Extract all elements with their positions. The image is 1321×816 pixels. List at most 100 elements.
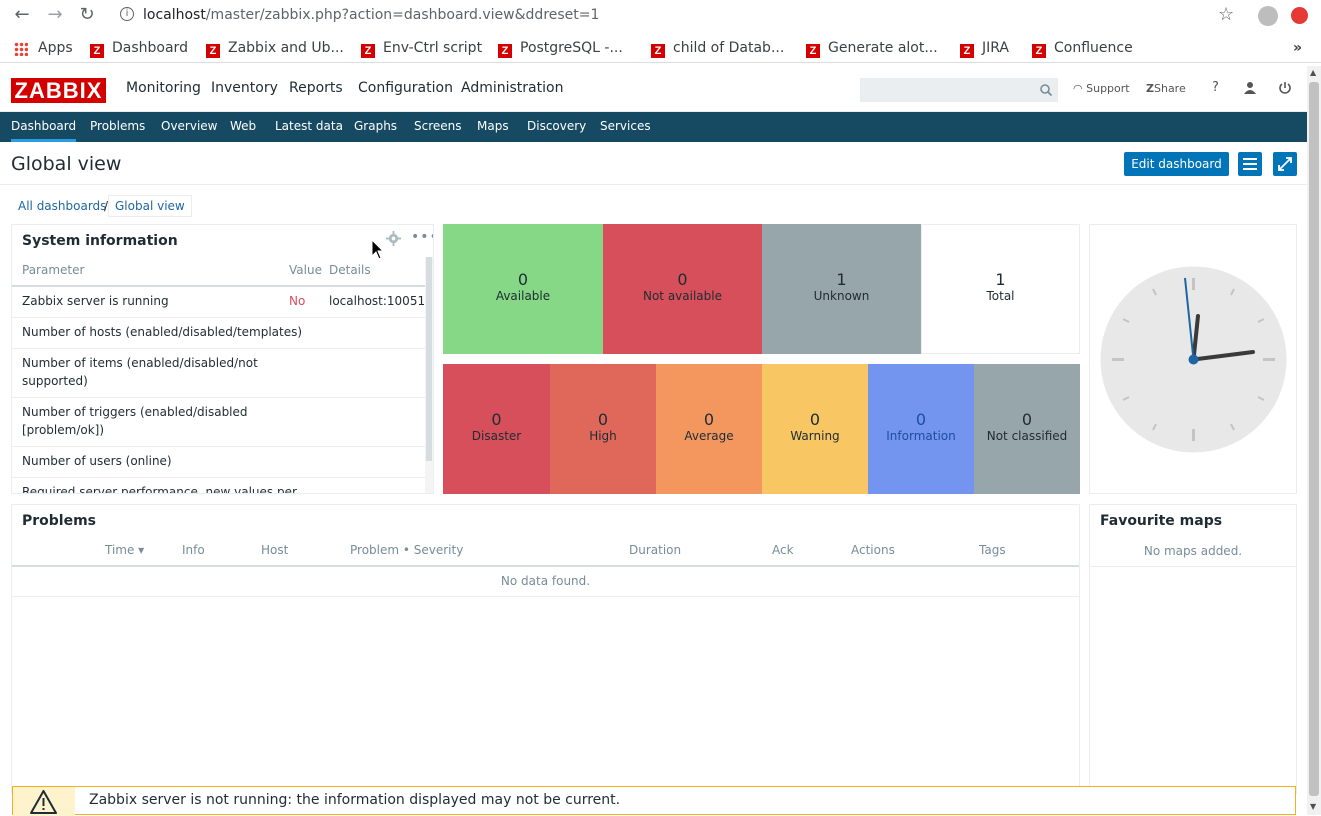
severity-average-tile[interactable]: 0 Average [656, 364, 762, 494]
hosts-not-available-tile[interactable]: 0 Not available [603, 224, 762, 354]
subnav-problems[interactable]: Problems [90, 119, 146, 133]
bookmark-star-icon[interactable]: ☆ [1218, 4, 1235, 25]
row-divider [12, 477, 425, 478]
address-bar[interactable]: localhost/master/zabbix.php?action=dashb… [143, 2, 1273, 28]
breadcrumb-global-view[interactable]: Global view [108, 195, 192, 217]
bookmark-jira[interactable]: Z JIRA [960, 38, 1009, 58]
table-cell: Zabbix server is running [22, 294, 169, 308]
bookmark-env-ctrl[interactable]: Z Env-Ctrl script [361, 38, 482, 58]
bookmark-generate-alot[interactable]: Z Generate alot... [806, 38, 938, 58]
hosts-available-tile[interactable]: 0 Available [443, 224, 603, 354]
bookmark-confluence[interactable]: Z Confluence [1032, 38, 1133, 58]
user-profile-icon[interactable] [1243, 81, 1257, 95]
subnav-graphs[interactable]: Graphs [354, 119, 398, 133]
bookmark-postgresql[interactable]: Z PostgreSQL -... [498, 38, 623, 58]
search-input[interactable] [860, 78, 1058, 102]
row-divider [12, 397, 425, 398]
fullscreen-button[interactable] [1273, 152, 1297, 176]
widget-title: Problems [22, 513, 97, 529]
expand-icon [1278, 157, 1292, 171]
subnav-latest-data[interactable]: Latest data [275, 119, 343, 133]
url-path: /master/zabbix.php?action=dashboard.view… [205, 7, 600, 23]
bookmark-label: Zabbix and Ub... [228, 40, 344, 56]
hosts-unknown-tile[interactable]: 1 Unknown [762, 224, 921, 354]
bookmark-zabbix-ubuntu[interactable]: Z Zabbix and Ub... [206, 38, 344, 58]
share-link[interactable]: ZShare [1146, 82, 1186, 95]
subnav-overview[interactable]: Overview [161, 119, 218, 133]
severity-high-count: 0 [597, 410, 609, 429]
severity-average-count: 0 [703, 410, 715, 429]
more-options-icon[interactable]: ••• [411, 229, 433, 245]
info-icon[interactable]: i [120, 7, 134, 21]
breadcrumb-all-dashboards[interactable]: All dashboards [18, 199, 107, 213]
severity-information-tile[interactable]: 0 Information [868, 364, 974, 494]
bookmark-label: Confluence [1054, 40, 1133, 56]
severity-disaster-label: Disaster [471, 429, 522, 443]
problems-by-severity-widget: 0 Disaster 0 High 0 Average 0 Warning 0 … [442, 364, 1080, 494]
hosts-total-count: 1 [995, 270, 1006, 289]
row-divider [12, 317, 425, 318]
edit-dashboard-button[interactable]: Edit dashboard [1124, 152, 1229, 176]
empty-state-message: No data found. [500, 574, 591, 588]
menu-administration[interactable]: Administration [461, 80, 564, 96]
menu-inventory[interactable]: Inventory [211, 80, 278, 96]
hosts-not-available-label: Not available [642, 289, 722, 303]
search-icon[interactable] [1039, 83, 1053, 97]
bookmarks-overflow-icon[interactable]: » [1293, 40, 1303, 56]
gear-icon[interactable] [386, 231, 401, 246]
widget-scroll-thumb[interactable] [426, 257, 432, 461]
subnav-web[interactable]: Web [230, 119, 257, 133]
severity-high-tile[interactable]: 0 High [550, 364, 656, 494]
dashboard-menu-button[interactable] [1238, 152, 1262, 176]
bookmark-label: Generate alot... [828, 40, 938, 56]
severity-warning-tile[interactable]: 0 Warning [762, 364, 868, 494]
menu-configuration[interactable]: Configuration [358, 80, 453, 96]
column-header-tags: Tags [979, 543, 1006, 557]
column-header-time[interactable]: Time ▾ [105, 543, 145, 557]
widget-scrollbar[interactable] [425, 257, 433, 493]
subnav-services[interactable]: Services [600, 119, 651, 133]
support-link[interactable]: ◠ Support [1073, 82, 1130, 95]
severity-disaster-tile[interactable]: 0 Disaster [443, 364, 550, 494]
row-divider [1090, 566, 1296, 567]
menu-reports[interactable]: Reports [289, 80, 343, 96]
bookmarks-bar: Apps Z Dashboard Z Zabbix and Ub... Z Env-C… [0, 33, 1321, 63]
help-icon[interactable]: ? [1212, 80, 1219, 95]
column-header-duration: Duration [629, 543, 682, 557]
warning-icon-area [13, 787, 75, 816]
update-icon[interactable] [1291, 7, 1308, 24]
severity-not-classified-tile[interactable]: 0 Not classified [974, 364, 1080, 494]
sign-out-icon[interactable] [1278, 81, 1292, 95]
subnav-dashboard[interactable]: Dashboard [11, 119, 77, 142]
scroll-up-icon[interactable]: ▲ [1310, 68, 1317, 77]
subnav-maps[interactable]: Maps [477, 119, 509, 133]
table-cell: localhost:10051 [329, 294, 426, 308]
hosts-total-tile[interactable]: 1 Total [921, 224, 1080, 354]
forward-icon[interactable]: → [47, 4, 63, 25]
subnav-discovery[interactable]: Discovery [527, 119, 587, 133]
reload-icon[interactable]: ↻ [79, 4, 95, 25]
hosts-unknown-label: Unknown [813, 289, 870, 303]
zabbix-logo[interactable]: ZABBIX [11, 78, 106, 103]
severity-not-classified-count: 0 [1021, 410, 1033, 429]
zabbix-favicon-icon: Z [1032, 44, 1046, 58]
url-host: localhost [143, 7, 206, 23]
hosts-unknown-count: 1 [836, 270, 847, 289]
profile-avatar-icon[interactable] [1258, 6, 1278, 26]
widget-title: Favourite maps [1100, 513, 1223, 529]
column-header-info: Info [182, 543, 205, 557]
subnav-screens[interactable]: Screens [414, 119, 462, 133]
page-scrollbar[interactable]: ▲ ▼ [1307, 66, 1321, 815]
header-divider [12, 285, 425, 287]
back-icon[interactable]: ← [14, 4, 30, 25]
scroll-down-icon[interactable]: ▼ [1310, 802, 1317, 811]
menu-monitoring[interactable]: Monitoring [126, 80, 201, 96]
severity-warning-count: 0 [809, 410, 821, 429]
bookmark-apps[interactable]: Apps [14, 38, 73, 58]
title-divider [0, 184, 1307, 185]
sub-navigation: Dashboard Problems Overview Web Latest d… [0, 112, 1307, 142]
bookmark-dashboard[interactable]: Z Dashboard [90, 38, 188, 58]
page-scroll-thumb[interactable] [1309, 82, 1319, 796]
table-cell: Number of hosts (enabled/disabled/templa… [22, 325, 303, 339]
